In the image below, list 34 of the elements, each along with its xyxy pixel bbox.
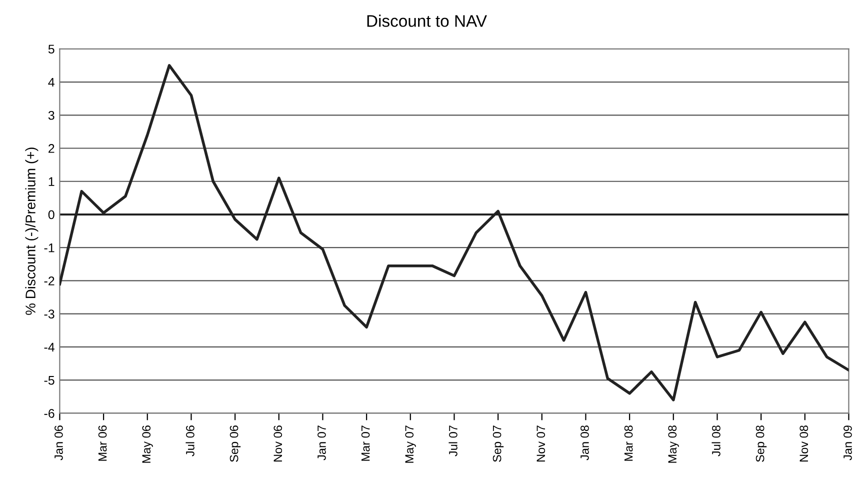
- y-tick-label: 1: [48, 177, 54, 186]
- x-tick-label: Nov 07: [536, 426, 546, 462]
- x-tick-label: Nov 06: [274, 426, 282, 462]
- y-tick-label: -3: [44, 310, 54, 318]
- y-tick-label: 2: [48, 144, 54, 153]
- y-tick-label: 0: [48, 210, 54, 220]
- chart-title: Discount to NAV: [367, 14, 487, 27]
- x-tick-label: Sep 06: [230, 426, 241, 462]
- x-tick-label: May 07: [405, 426, 416, 463]
- y-tick-label: -4: [44, 342, 54, 352]
- line-series: [60, 64, 849, 402]
- x-tick-label: May 06: [142, 426, 153, 463]
- x-tick-label: Mar 08: [624, 426, 633, 461]
- x-tick-label: Sep 07: [492, 426, 504, 462]
- x-tick-label: Jan 08: [580, 426, 589, 460]
- x-tick-label: Jul 08: [712, 426, 720, 456]
- y-tick-label: -5: [44, 376, 54, 385]
- x-tick-label: May 08: [668, 426, 679, 463]
- x-tick-label: Sep 08: [756, 426, 767, 462]
- x-tick-label: Jan 06: [54, 426, 63, 460]
- y-tick-label: -2: [44, 276, 54, 286]
- y-tick-label: 3: [48, 110, 54, 120]
- y-axis-title: % Discount (-)/Premium (+): [25, 148, 38, 315]
- y-tick-label: 4: [48, 78, 54, 87]
- y-tick-label: -6: [44, 409, 54, 418]
- x-tick-label: Jan 07: [318, 426, 326, 460]
- x-tick-label: Nov 08: [800, 426, 808, 462]
- x-tick-label: Mar 06: [98, 426, 107, 461]
- x-tick-label: Jan 09: [844, 426, 852, 460]
- y-tick-label: 5: [48, 44, 54, 54]
- x-tick-label: Jul 06: [186, 426, 194, 456]
- y-tick-label: -1: [44, 244, 54, 252]
- x-tick-label: Jul 07: [448, 426, 458, 456]
- x-tick-label: Mar 07: [361, 426, 370, 461]
